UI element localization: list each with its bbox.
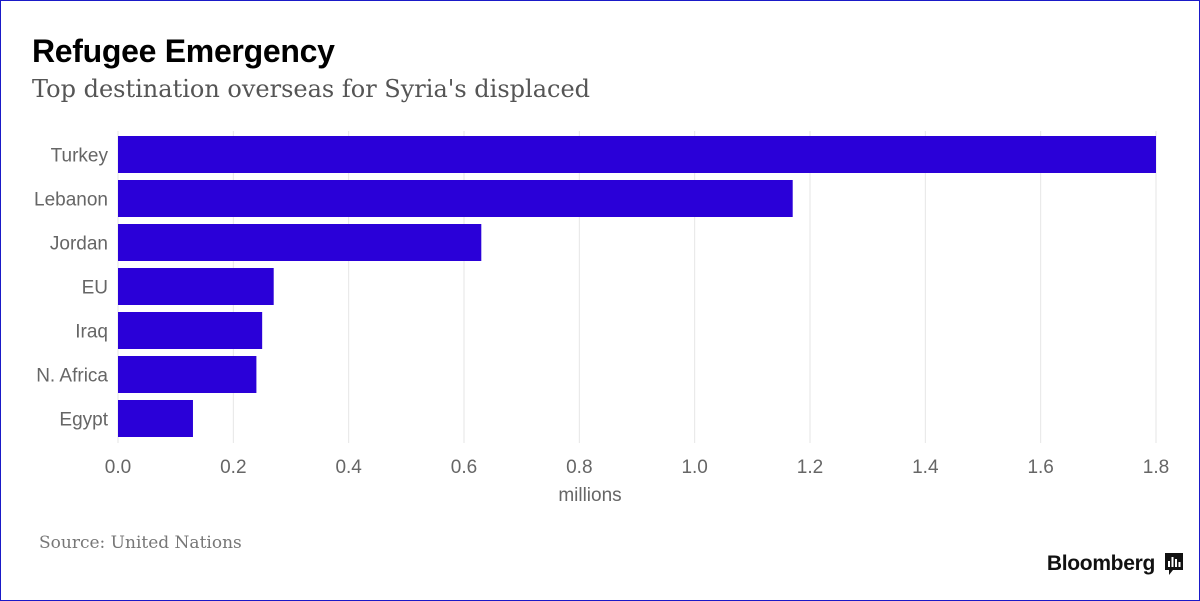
bars — [118, 136, 1156, 437]
bar — [118, 400, 193, 437]
x-tick-labels: 0.0 0.2 0.4 0.6 0.8 1.0 1.2 1.4 1.6 1.8 — [105, 457, 1169, 478]
bar — [118, 268, 274, 305]
x-axis-label: millions — [558, 485, 621, 506]
source-note: Source: United Nations — [39, 533, 242, 553]
bar — [118, 312, 263, 349]
brand-logo: Bloomberg — [1047, 552, 1185, 576]
category-label: N. Africa — [36, 366, 108, 387]
x-tick-label: 0.8 — [566, 457, 592, 478]
x-tick-label: 1.0 — [681, 457, 707, 478]
category-label: Jordan — [50, 234, 108, 255]
brand-name: Bloomberg — [1046, 552, 1155, 575]
bar — [118, 224, 482, 261]
category-label: Iraq — [75, 322, 108, 343]
chart-title: Refugee Emergency — [32, 33, 335, 69]
category-label: EU — [82, 278, 108, 299]
bar — [118, 136, 1156, 173]
x-tick-label: 1.8 — [1143, 457, 1169, 478]
bloomberg-chart-icon — [1163, 552, 1185, 576]
x-tick-label: 0.4 — [335, 457, 362, 478]
category-label: Turkey — [51, 146, 109, 167]
category-labels: Turkey Lebanon Jordan EU Iraq N. Africa Egypt — [34, 146, 109, 431]
bar — [118, 356, 257, 393]
x-tick-label: 0.0 — [105, 457, 131, 478]
x-tick-label: 1.2 — [797, 457, 823, 478]
x-tick-label: 0.6 — [451, 457, 477, 478]
category-label: Egypt — [59, 410, 108, 431]
x-tick-label: 1.6 — [1027, 457, 1053, 478]
bar — [118, 180, 793, 217]
chart-subtitle: Top destination overseas for Syria's dis… — [32, 75, 591, 103]
x-tick-label: 1.4 — [912, 457, 939, 478]
x-tick-label: 0.2 — [220, 457, 246, 478]
category-label: Lebanon — [34, 190, 108, 211]
